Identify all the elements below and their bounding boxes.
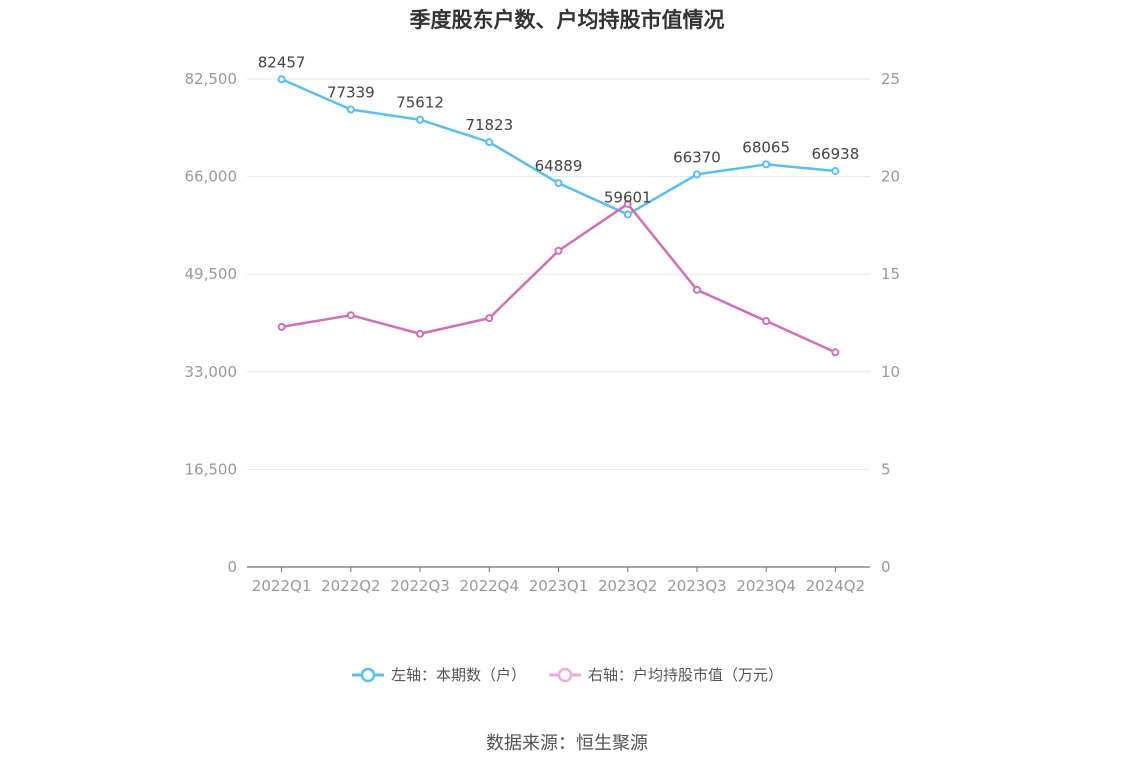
data-point [623, 199, 632, 208]
data-point [277, 322, 286, 331]
legend-label-left: 左轴：本期数（户） [390, 666, 526, 684]
legend: 左轴：本期数（户） 右轴：户均持股市值（万元） [0, 664, 1134, 685]
x-axis-tick-label: 2023Q4 [736, 577, 796, 595]
data-point [692, 285, 701, 294]
right-axis-tick-label: 25 [881, 70, 900, 88]
data-label: 68065 [742, 138, 790, 156]
data-label: 77339 [327, 84, 375, 102]
data-label: 64889 [535, 157, 583, 175]
data-point [762, 317, 771, 326]
data-label: 75612 [396, 94, 444, 112]
legend-item-right[interactable]: 右轴：户均持股市值（万元） [548, 664, 783, 685]
right-axis-tick-label: 5 [881, 460, 891, 478]
data-point [554, 179, 563, 188]
x-axis-tick-label: 2022Q1 [252, 577, 312, 595]
right-axis-tick-label: 10 [881, 363, 900, 381]
left-axis-tick-label: 0 [227, 558, 237, 576]
data-point [416, 115, 425, 124]
left-axis-tick-label: 66,000 [185, 168, 238, 186]
x-axis-tick-label: 2023Q1 [529, 577, 589, 595]
x-axis-tick-label: 2022Q3 [390, 577, 450, 595]
data-point [346, 105, 355, 114]
data-point [831, 167, 840, 176]
right-axis-tick-label: 20 [881, 168, 900, 186]
legend-label-right: 右轴：户均持股市值（万元） [588, 666, 784, 684]
left-axis-tick-label: 16,500 [185, 460, 238, 478]
data-point [762, 160, 771, 169]
x-axis-tick-label: 2023Q2 [598, 577, 658, 595]
right-axis-tick-label: 15 [881, 265, 900, 283]
data-label: 71823 [465, 116, 513, 134]
data-label: 66370 [673, 148, 721, 166]
data-point [485, 314, 494, 323]
grid-lines [247, 78, 870, 470]
left-axis-tick-label: 82,500 [185, 70, 238, 88]
right-axis-tick-label: 0 [881, 558, 891, 576]
left-axis-tick-label: 33,000 [185, 363, 238, 381]
data-point [485, 138, 494, 147]
left-axis-tick-label: 49,500 [185, 265, 238, 283]
legend-item-left[interactable]: 左轴：本期数（户） [351, 664, 526, 685]
data-labels: 82457 77339 75612 71823 64889 59601 66370 68065… [258, 53, 859, 206]
data-point [554, 246, 563, 255]
x-axis-tick-label: 2022Q4 [460, 577, 520, 595]
legend-marker-left-icon [351, 667, 384, 682]
data-label: 82457 [258, 53, 306, 71]
data-label: 66938 [812, 145, 860, 163]
data-label: 59601 [604, 188, 652, 206]
data-point [277, 75, 286, 84]
x-axis-tick-label: 2022Q2 [321, 577, 381, 595]
series-line-right [281, 202, 836, 354]
x-axis-tick-label: 2024Q2 [806, 577, 866, 595]
data-point [416, 329, 425, 338]
axes: 0 0 16,500 5 33,000 10 49,500 15 66,000 20 82,500 2… [185, 70, 901, 595]
chart-title: 季度股东户数、户均持股市值情况 [409, 8, 725, 32]
data-point [831, 348, 840, 357]
data-point [692, 170, 701, 179]
source-note: 数据来源：恒生聚源 [486, 733, 648, 754]
data-point [346, 311, 355, 320]
series-lines [277, 75, 840, 357]
x-axis-tick-label: 2023Q3 [667, 577, 727, 595]
data-point [623, 210, 632, 219]
legend-marker-right-icon [549, 667, 581, 682]
